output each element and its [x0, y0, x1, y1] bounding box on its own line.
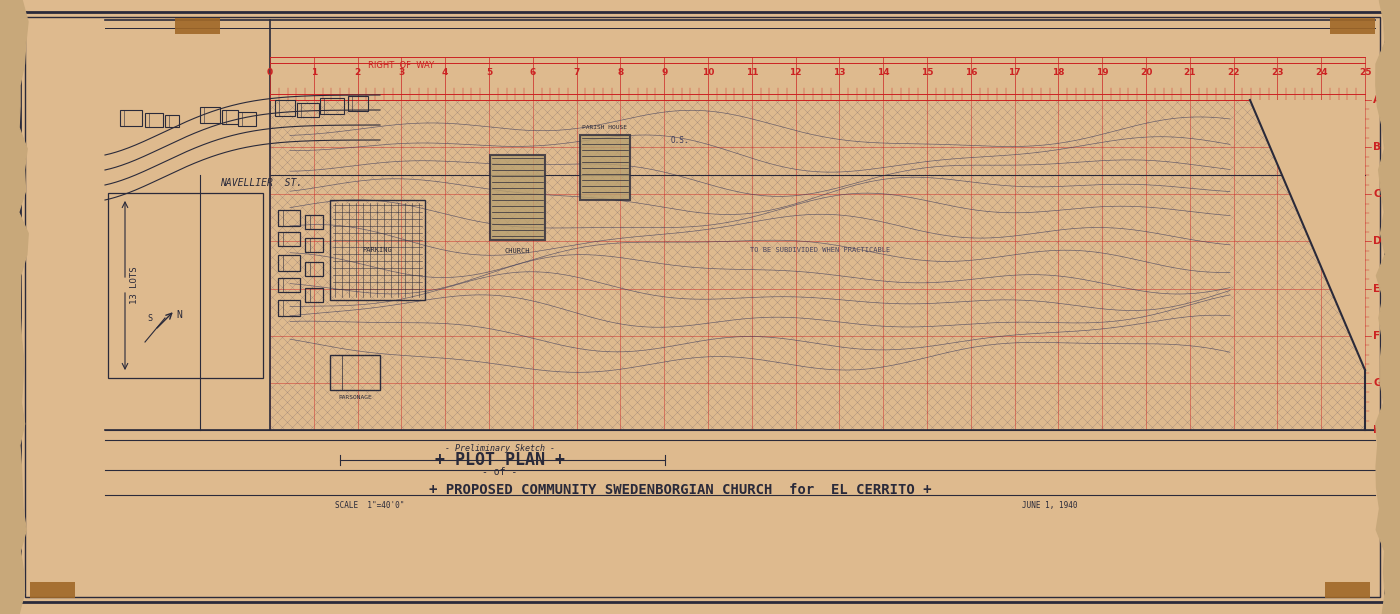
Bar [305, 238, 323, 252]
Text: O.S.: O.S. [671, 136, 689, 144]
Text: S: S [147, 314, 153, 322]
Bar [108, 193, 263, 378]
Text: 23: 23 [1271, 68, 1284, 77]
Text: CHURCH: CHURCH [504, 248, 529, 254]
Text: A: A [1373, 95, 1380, 105]
Bar [305, 262, 323, 276]
Text: 15: 15 [921, 68, 934, 77]
Text: 13 LOTS: 13 LOTS [130, 266, 139, 304]
Text: 6: 6 [529, 68, 536, 77]
Bar [580, 135, 630, 200]
Text: 16: 16 [965, 68, 977, 77]
Text: E: E [1373, 284, 1380, 293]
Text: 3: 3 [398, 68, 405, 77]
Text: 12: 12 [790, 68, 802, 77]
Bar [223, 110, 238, 124]
Bar [330, 200, 426, 300]
Bar [321, 98, 344, 114]
Text: JUNE 1, 1940: JUNE 1, 1940 [1022, 500, 1078, 510]
Bar [305, 215, 323, 229]
Bar [165, 115, 179, 127]
Polygon shape [1250, 100, 1365, 370]
Text: 17: 17 [1008, 68, 1021, 77]
Text: 19: 19 [1096, 68, 1109, 77]
Text: 1: 1 [311, 68, 316, 77]
Text: C: C [1373, 189, 1380, 200]
Bar [279, 300, 300, 316]
Text: NAVELLIER  ST.: NAVELLIER ST. [220, 178, 302, 188]
Bar [175, 18, 220, 34]
Bar [330, 355, 379, 390]
Text: - of -: - of - [483, 467, 518, 477]
Text: + PROPOSED COMMUNITY SWEDENBORGIAN CHURCH  for  EL CERRITO +: + PROPOSED COMMUNITY SWEDENBORGIAN CHURC… [428, 483, 931, 497]
Text: H: H [1373, 425, 1382, 435]
Bar [279, 210, 300, 226]
Text: N: N [176, 310, 183, 321]
Bar [120, 110, 141, 126]
Text: 8: 8 [617, 68, 623, 77]
Text: - Preliminary Sketch -: - Preliminary Sketch - [445, 443, 554, 453]
Text: 4: 4 [442, 68, 448, 77]
Text: + PLOT PLAN +: + PLOT PLAN + [435, 451, 566, 469]
Text: PARSONAGE: PARSONAGE [339, 395, 372, 400]
Bar [490, 155, 545, 240]
Text: 2: 2 [354, 68, 361, 77]
Bar [297, 103, 319, 117]
Bar [1324, 582, 1371, 598]
Text: PARKING: PARKING [363, 247, 392, 253]
Text: B: B [1373, 142, 1380, 152]
Text: 25: 25 [1359, 68, 1371, 77]
Bar [1330, 18, 1375, 34]
Text: PARISH HOUSE: PARISH HOUSE [582, 125, 627, 130]
Text: TO BE SUBDIVIDED WHEN PRACTICABLE: TO BE SUBDIVIDED WHEN PRACTICABLE [750, 247, 890, 253]
Text: RIGHT  OF  WAY: RIGHT OF WAY [368, 61, 434, 69]
Text: D: D [1373, 236, 1382, 246]
Bar [279, 255, 300, 271]
Text: 5: 5 [486, 68, 493, 77]
Text: 21: 21 [1183, 68, 1196, 77]
Text: F: F [1373, 331, 1380, 341]
Text: 0: 0 [267, 68, 273, 77]
Bar [29, 582, 76, 598]
Text: 14: 14 [876, 68, 889, 77]
Bar [274, 100, 295, 116]
Text: 9: 9 [661, 68, 668, 77]
Bar [146, 113, 162, 127]
Text: 7: 7 [574, 68, 580, 77]
Text: 18: 18 [1053, 68, 1064, 77]
Bar [200, 107, 220, 123]
Text: G: G [1373, 378, 1382, 388]
Bar [305, 288, 323, 302]
Bar [279, 232, 300, 246]
Bar [238, 112, 256, 126]
Bar [279, 278, 300, 292]
Text: 11: 11 [746, 68, 757, 77]
Text: SCALE  1"=40'0": SCALE 1"=40'0" [336, 500, 405, 510]
Text: 20: 20 [1140, 68, 1152, 77]
Text: 24: 24 [1315, 68, 1327, 77]
Text: 10: 10 [701, 68, 714, 77]
Text: 22: 22 [1228, 68, 1240, 77]
Text: 13: 13 [833, 68, 846, 77]
Bar [349, 96, 368, 111]
